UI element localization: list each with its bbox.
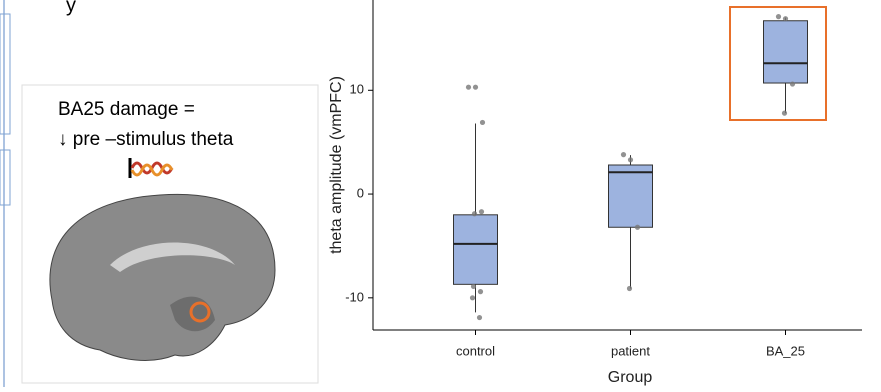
data-point (628, 157, 633, 162)
x-tick-label: control (456, 343, 495, 358)
slide-text: ↓ pre –stimulus theta (58, 129, 234, 150)
data-point (477, 315, 482, 320)
slide: y BA25 damage = ↓ pre –stimulus theta th… (0, 0, 881, 387)
data-point (466, 85, 471, 90)
y-axis-label: theta amplitude (vmPFC) (328, 76, 345, 254)
data-point (473, 85, 478, 90)
box (609, 165, 653, 227)
data-point (635, 225, 640, 230)
data-point (783, 16, 788, 21)
data-point (621, 152, 626, 157)
slide-text: BA25 damage = (58, 99, 195, 120)
y-tick-label: 0 (357, 185, 364, 200)
sidebar-thumb (0, 14, 10, 134)
data-point (627, 286, 632, 291)
y-tick-label: 10 (350, 82, 364, 97)
data-point (790, 81, 795, 86)
data-point (480, 120, 485, 125)
x-tick-label: BA_25 (766, 343, 805, 358)
data-point (782, 111, 787, 116)
y-tick-label: -10 (345, 289, 364, 304)
sidebar-thumb (0, 150, 10, 205)
data-point (470, 295, 475, 300)
x-axis-label: Group (608, 369, 653, 386)
slide-fragment: y (66, 0, 76, 16)
box (454, 215, 498, 285)
data-point (472, 211, 477, 216)
data-point (479, 209, 484, 214)
x-tick-label: patient (611, 343, 650, 358)
data-point (471, 284, 476, 289)
data-point (478, 289, 483, 294)
box (764, 21, 808, 83)
data-point (776, 14, 781, 19)
